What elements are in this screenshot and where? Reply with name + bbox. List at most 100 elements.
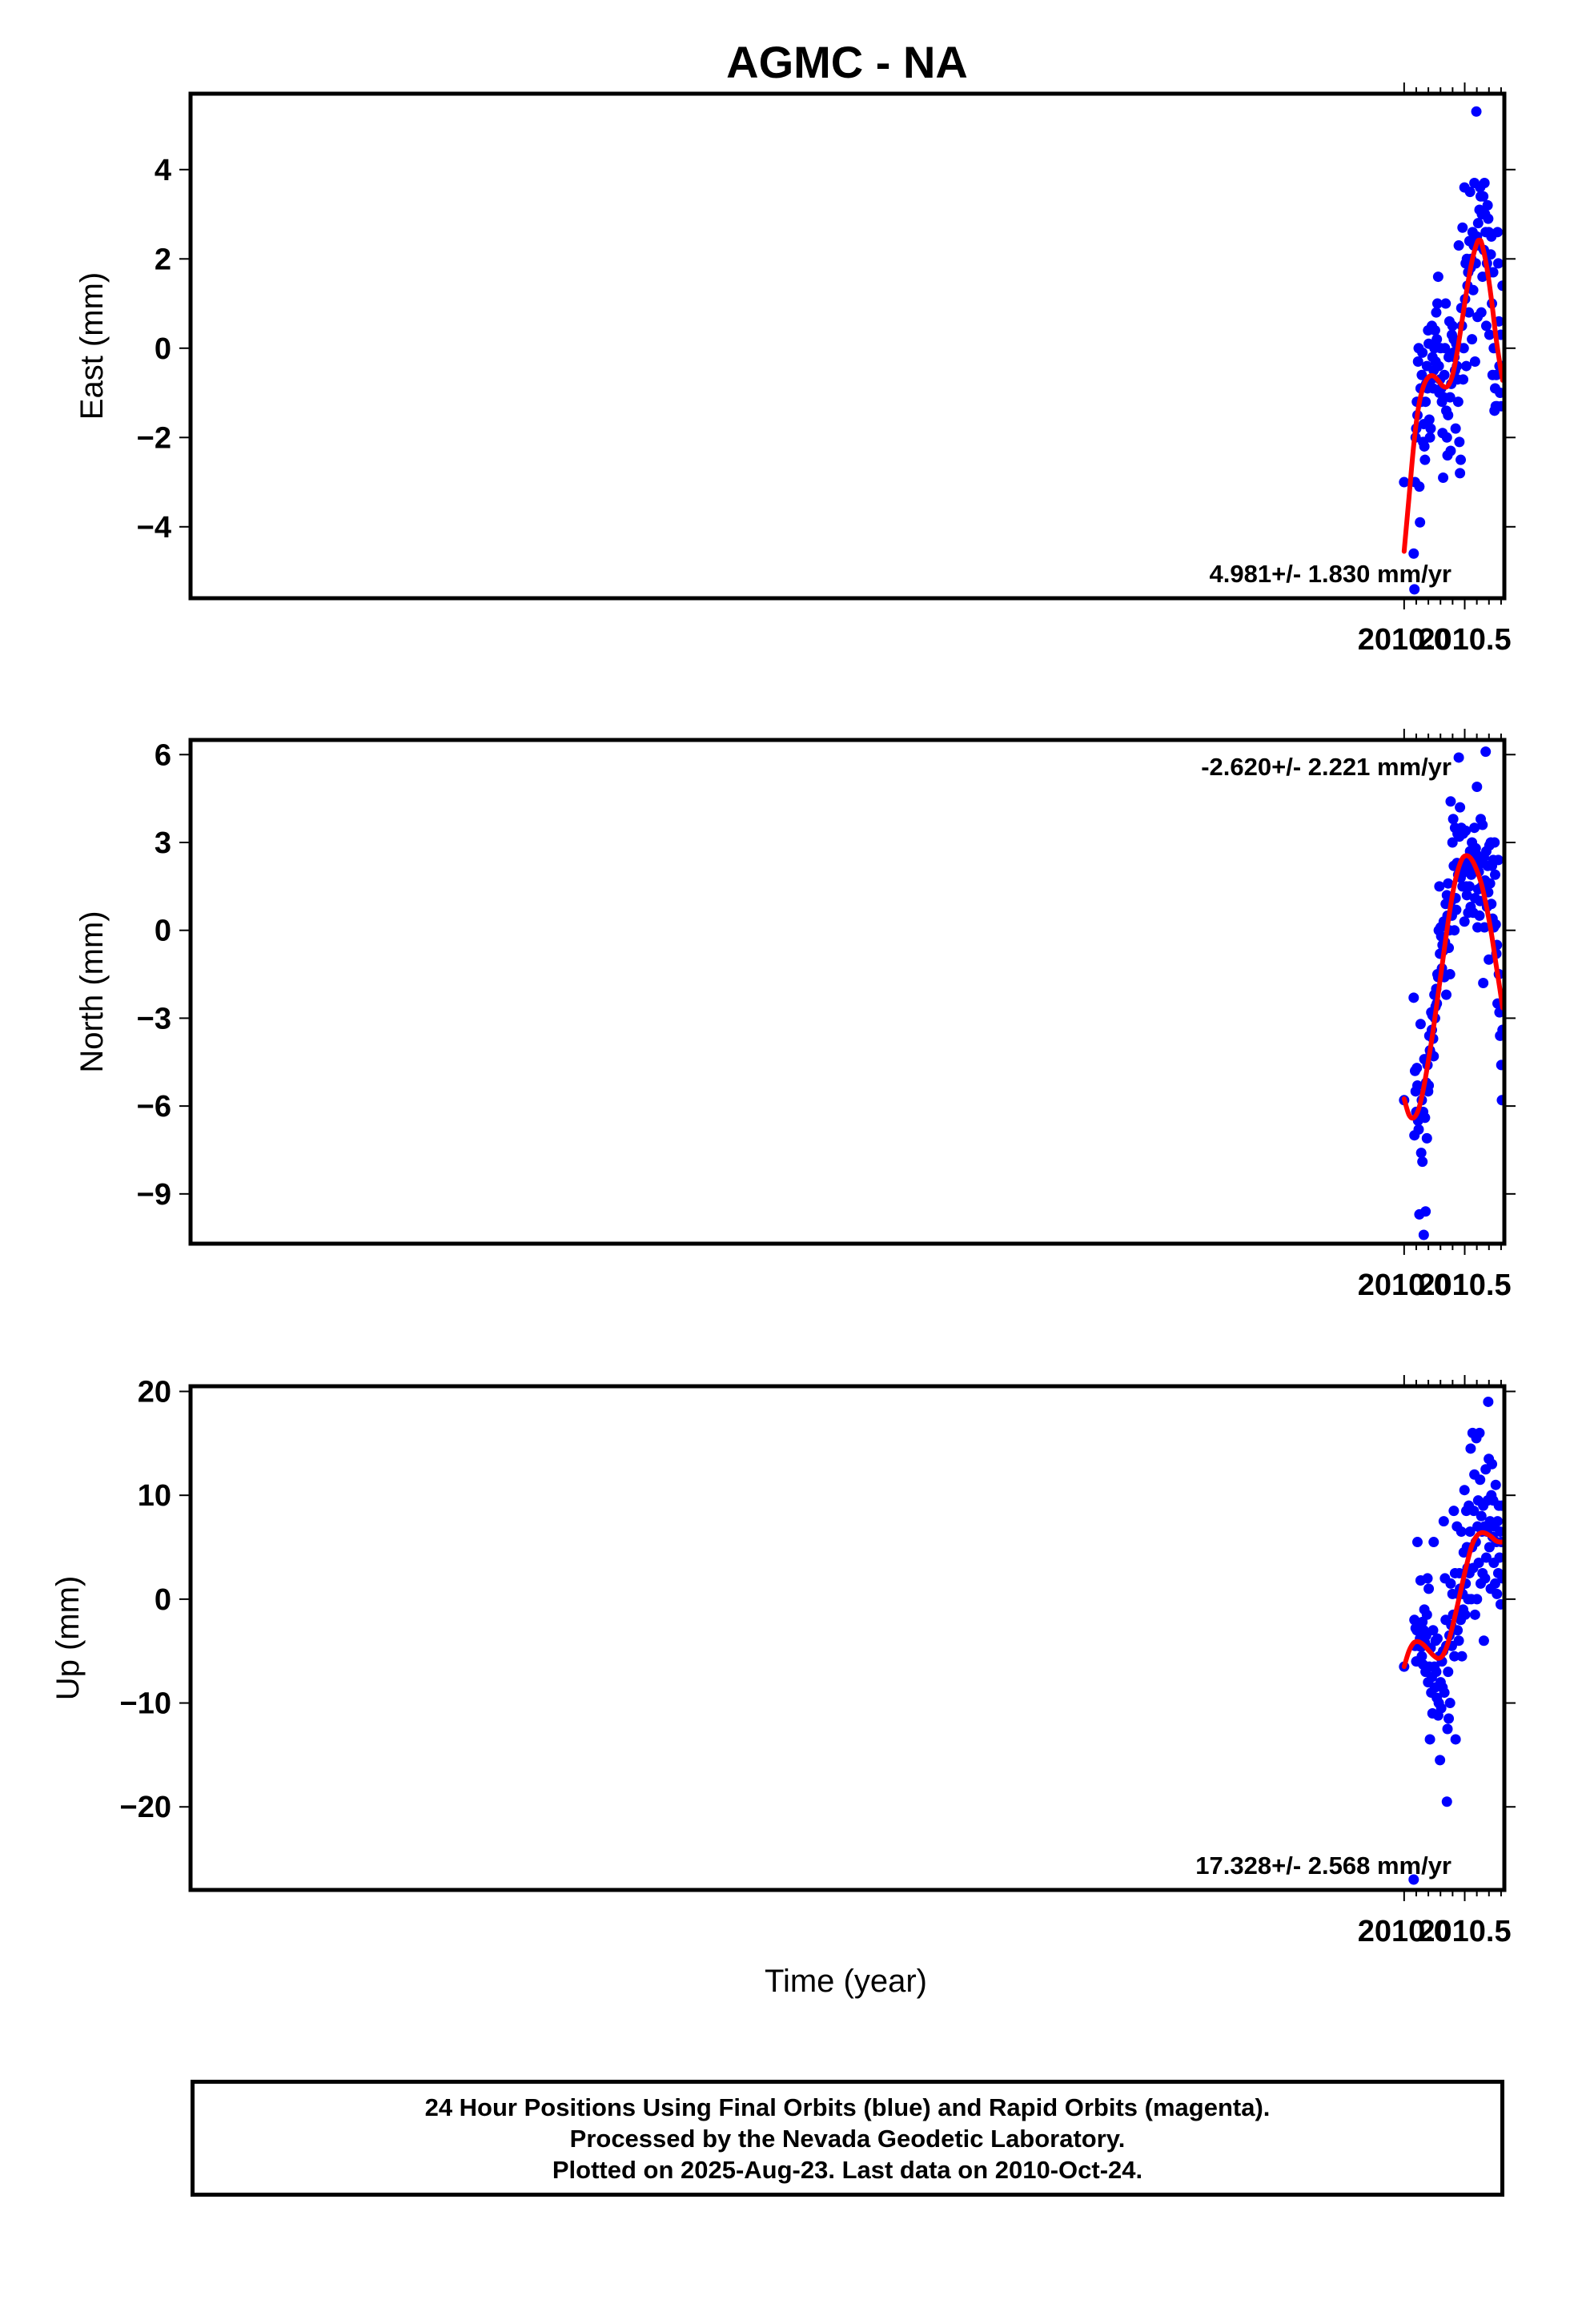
- y-tick-label: 20: [138, 1375, 171, 1409]
- data-point: [1455, 802, 1466, 813]
- data-point: [1456, 1526, 1467, 1538]
- data-point: [1447, 814, 1459, 825]
- data-point: [1431, 334, 1443, 345]
- data-point: [1441, 432, 1452, 443]
- data-point: [1435, 1703, 1447, 1714]
- data-point: [1492, 1516, 1504, 1527]
- data-point: [1478, 191, 1489, 202]
- y-tick-label: −3: [137, 1002, 171, 1035]
- data-point: [1483, 213, 1494, 224]
- data-point: [1421, 1132, 1432, 1144]
- data-point: [1460, 360, 1472, 372]
- data-point: [1458, 374, 1469, 385]
- data-point: [1479, 178, 1490, 189]
- data-point: [1472, 1594, 1483, 1605]
- x-axis-label: Time (year): [765, 1964, 927, 1999]
- data-point: [1482, 199, 1493, 211]
- data-point: [1433, 360, 1444, 372]
- data-point: [1419, 1112, 1431, 1124]
- data-point: [1431, 307, 1442, 318]
- data-point: [1408, 1874, 1419, 1885]
- data-point: [1423, 414, 1435, 425]
- data-point: [1444, 969, 1456, 980]
- data-point: [1478, 1635, 1489, 1647]
- data-point: [1469, 356, 1480, 368]
- data-point: [1489, 837, 1500, 848]
- data-point: [1492, 258, 1504, 269]
- data-point: [1492, 1588, 1503, 1599]
- data-point: [1459, 916, 1470, 927]
- data-point: [1413, 1124, 1424, 1135]
- data-point: [1492, 227, 1504, 238]
- data-point: [1434, 881, 1445, 892]
- data-point: [1439, 369, 1450, 380]
- data-point: [1456, 454, 1467, 465]
- data-point: [1480, 320, 1492, 332]
- data-point: [1412, 356, 1423, 368]
- data-point: [1461, 890, 1472, 901]
- data-point: [1449, 925, 1460, 936]
- data-point: [1425, 423, 1436, 434]
- data-point: [1488, 267, 1499, 278]
- plot-frame: [188, 91, 1507, 601]
- data-point: [1459, 1485, 1470, 1496]
- data-point: [1445, 445, 1456, 456]
- x-tick-label: 2010.0: [1358, 623, 1451, 657]
- data-point: [1483, 1396, 1494, 1407]
- y-tick-label: 3: [155, 826, 171, 860]
- data-point: [1485, 249, 1496, 260]
- data-point: [1420, 1206, 1431, 1217]
- data-point: [1408, 548, 1419, 559]
- data-point: [1421, 1609, 1432, 1620]
- data-point: [1458, 343, 1469, 354]
- data-point: [1471, 106, 1482, 117]
- data-point: [1476, 307, 1487, 318]
- data-point: [1444, 392, 1456, 403]
- y-tick-label: 6: [155, 738, 171, 772]
- data-point: [1480, 1573, 1491, 1584]
- data-point: [1439, 343, 1451, 354]
- data-point: [1484, 954, 1495, 965]
- data-point: [1445, 796, 1456, 807]
- data-point: [1411, 1537, 1423, 1548]
- x-tick-label: 2010.5: [1418, 1269, 1511, 1302]
- data-point: [1438, 472, 1449, 483]
- data-point: [1440, 298, 1452, 309]
- data-point: [1476, 1510, 1487, 1522]
- data-point: [1416, 1651, 1427, 1662]
- plot-frame: [188, 1384, 1507, 1892]
- data-point: [1443, 1667, 1454, 1678]
- data-point: [1424, 432, 1435, 443]
- data-point: [1467, 334, 1478, 345]
- data-point: [1411, 1063, 1423, 1074]
- data-point: [1417, 1156, 1428, 1168]
- data-point: [1465, 1443, 1476, 1454]
- data-point: [1496, 400, 1504, 412]
- data-point: [1429, 324, 1440, 336]
- y-tick-label: −9: [137, 1178, 171, 1212]
- data-point: [1454, 436, 1465, 448]
- y-tick-label: 0: [155, 915, 171, 948]
- data-point: [1441, 1796, 1452, 1807]
- caption-line-2: Processed by the Nevada Geodetic Laborat…: [569, 2124, 1126, 2153]
- data-point: [1431, 298, 1443, 309]
- data-point: [1457, 222, 1468, 233]
- data-point: [1478, 978, 1489, 989]
- data-point: [1477, 271, 1488, 283]
- data-point: [1495, 1526, 1504, 1538]
- data-point: [1444, 1698, 1456, 1709]
- fit-line: [1401, 853, 1504, 1121]
- caption-box: 24 Hour Positions Using Final Orbits (bl…: [191, 2080, 1504, 2197]
- data-point: [1492, 854, 1504, 866]
- data-point: [1474, 910, 1485, 921]
- data-layer: [1399, 1396, 1504, 1885]
- data-point: [1487, 1458, 1498, 1470]
- data-point: [1489, 869, 1500, 880]
- data-point: [1448, 1506, 1460, 1517]
- data-point: [1419, 440, 1430, 452]
- data-point: [1474, 1427, 1485, 1438]
- y-tick-label: 0: [155, 1583, 171, 1617]
